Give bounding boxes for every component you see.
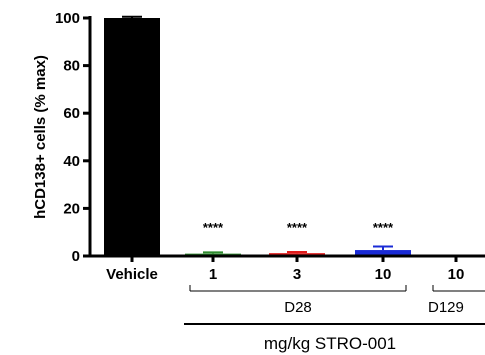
y-tick-label: 0 [72,248,80,265]
y-axis: 0 20 40 60 80 100 [55,10,92,265]
bars: **** **** **** [104,15,411,256]
bar [355,250,411,256]
x-tick-label: 3 [293,266,301,283]
x-tick-label: 1 [209,266,217,283]
y-tick-label: 60 [63,105,80,122]
significance-label: **** [203,220,224,235]
y-tick-label: 80 [63,58,80,75]
significance-label: **** [287,220,308,235]
significance-label: **** [373,220,394,235]
outer-group-label: mg/kg STRO-001 [264,334,396,353]
y-tick-label: 20 [63,200,80,217]
x-axis: Vehicle 1 3 10 10 [90,254,485,283]
bar [104,18,160,256]
x-tick-label: Vehicle [106,266,158,283]
group-label: D28 [284,299,312,316]
x-tick-label: 10 [375,266,392,283]
group-brackets: D28 D129 [189,285,485,316]
y-axis-label: hCD138+ cells (% max) [32,55,49,219]
x-tick-label: 10 [448,266,465,283]
group-label: D129 [428,299,464,316]
y-tick-label: 100 [55,10,80,27]
y-tick-label: 40 [63,153,80,170]
